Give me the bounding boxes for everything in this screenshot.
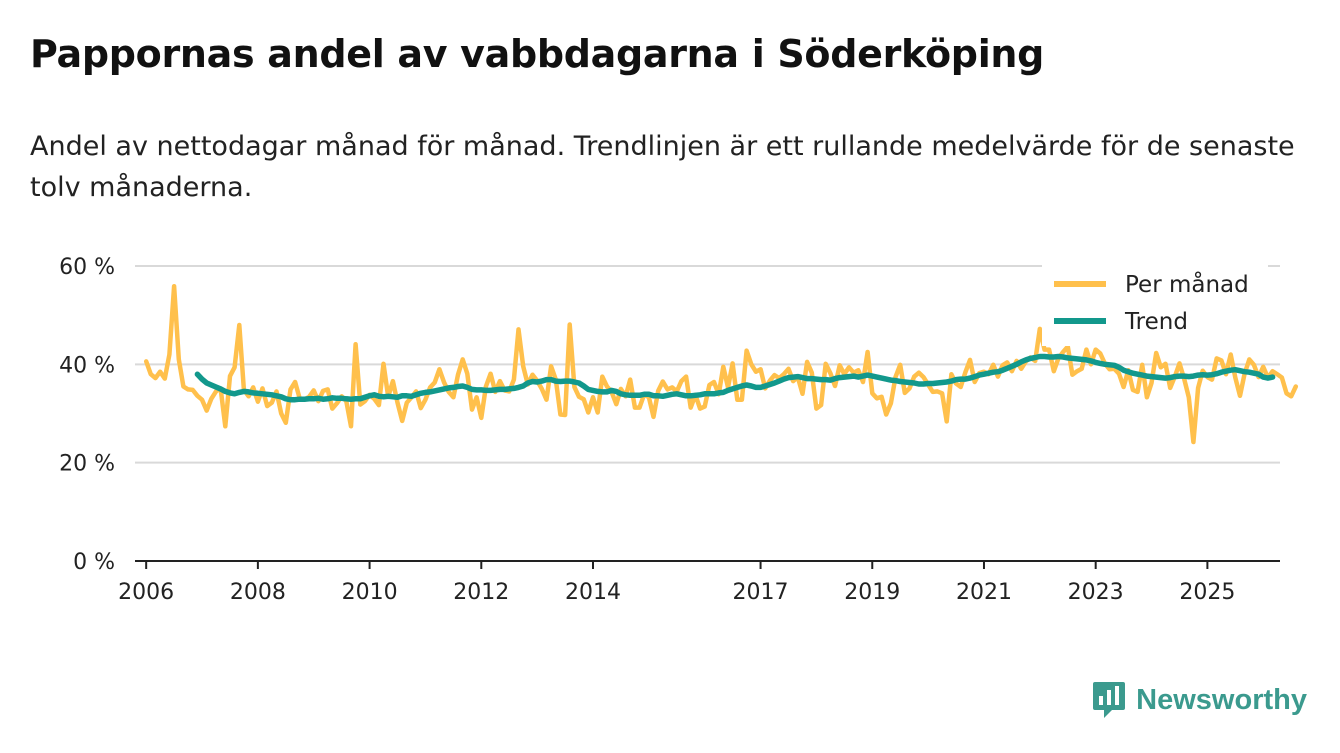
trend-series-line xyxy=(194,353,1276,403)
y-tick-label: 40 % xyxy=(59,353,115,378)
legend-background xyxy=(1042,262,1268,346)
brand-name: Newsworthy xyxy=(1136,683,1307,716)
y-axis-tick-labels: 0 % 20 % 40 % 60 % xyxy=(59,255,115,575)
x-tick-label: 2021 xyxy=(956,580,1012,605)
x-tick-label: 2010 xyxy=(342,580,398,605)
y-tick-label: 20 % xyxy=(59,452,115,477)
page-title: Pappornas andel av vabbdagarna i Söderkö… xyxy=(30,32,1045,76)
x-axis: 2006 2008 2010 2012 2014 2017 2019 2021 2023 2025 xyxy=(118,560,1280,605)
x-tick-label: 2012 xyxy=(453,580,509,605)
newsworthy-logo-icon xyxy=(1093,682,1126,718)
chart-legend: Per månad Trend xyxy=(1042,262,1268,346)
x-tick-label: 2008 xyxy=(230,580,286,605)
legend-label-trend: Trend xyxy=(1124,309,1188,335)
y-tick-label: 60 % xyxy=(59,255,115,280)
brand-logo: Newsworthy xyxy=(1092,681,1307,719)
x-tick-label: 2025 xyxy=(1179,580,1235,605)
x-tick-label: 2023 xyxy=(1068,580,1124,605)
x-tick-label: 2019 xyxy=(844,580,900,605)
series-lines xyxy=(143,283,1299,445)
x-tick-label: 2006 xyxy=(118,580,174,605)
y-tick-label: 0 % xyxy=(73,550,115,575)
x-tick-label: 2017 xyxy=(733,580,789,605)
legend-label-monthly: Per månad xyxy=(1125,270,1249,298)
chart-subtitle: Andel av nettodagar månad för månad. Tre… xyxy=(30,131,1295,203)
x-tick-label: 2014 xyxy=(565,580,621,605)
